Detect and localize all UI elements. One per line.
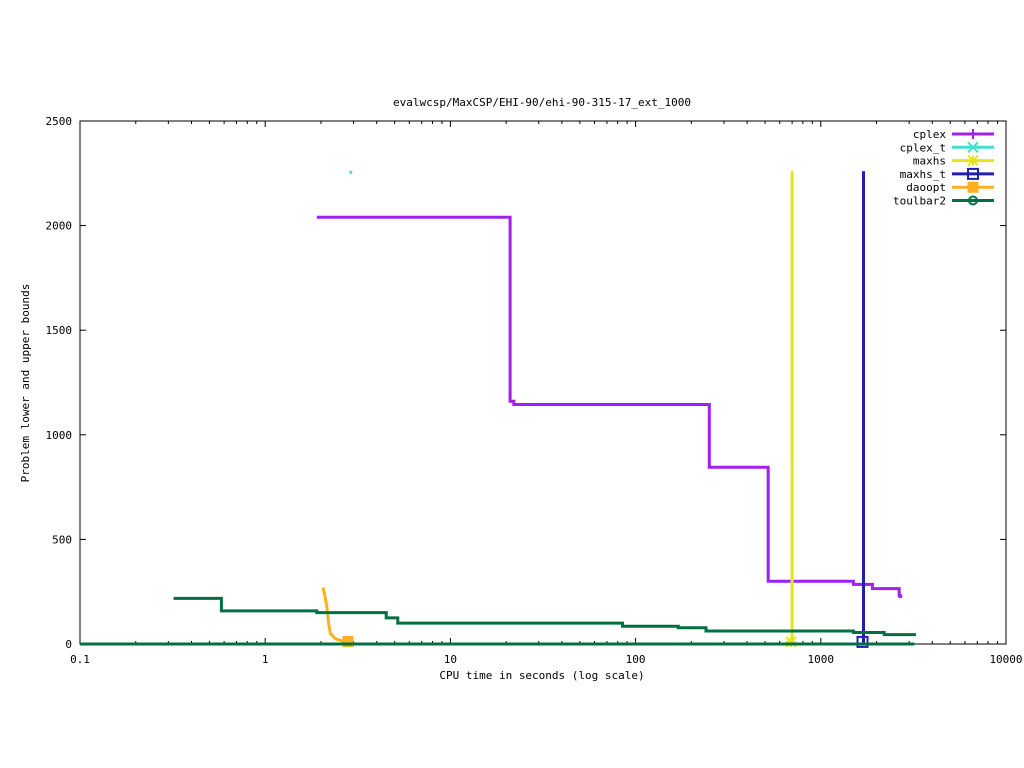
x-tick-label: 0.1 (70, 653, 90, 666)
legend-item-toulbar2: toulbar2 (893, 195, 994, 208)
legend-item-cplex-t: cplex_t (900, 141, 994, 154)
legend-item-maxhs: maxhs (913, 155, 994, 168)
legend-label-cplex: cplex (913, 128, 946, 141)
series-toulbar2 (80, 596, 916, 646)
x-axis-label: CPU time in seconds (log scale) (439, 669, 644, 682)
series-line-toulbar2 (173, 596, 916, 637)
legend-label-maxhs: maxhs (913, 155, 946, 168)
y-tick-label: 1500 (46, 324, 73, 337)
legend-item-daoopt: daoopt (906, 181, 994, 194)
plot-area-frame (79, 120, 1007, 645)
y-tick-label: 2500 (46, 115, 73, 128)
legend-label-toulbar2: toulbar2 (893, 195, 946, 208)
y-tick-label: 1000 (46, 429, 73, 442)
chart-title: evalwcsp/MaxCSP/EHI-90/ehi-90-315-17_ext… (393, 96, 691, 109)
y-tick-label: 0 (65, 638, 72, 651)
legend-label-daoopt: daoopt (906, 181, 946, 194)
legend-marker-toulbar2 (968, 195, 978, 206)
point-maxhs-t (856, 635, 869, 648)
legend-label-cplex-t: cplex_t (900, 141, 946, 154)
x-tick-label: 100 (626, 653, 646, 666)
x-tick-label: 10000 (989, 653, 1022, 666)
legend-marker-maxhs-t (967, 167, 979, 180)
x-tick-label: 1 (262, 653, 269, 666)
legend-marker-maxhs (967, 154, 979, 167)
series-cplex (316, 215, 903, 646)
series-line-cplex (316, 215, 903, 598)
legend-marker-cplex (968, 129, 978, 139)
legend-label-maxhs-t: maxhs_t (900, 168, 946, 181)
legend-marker-daoopt (967, 181, 979, 193)
legend-item-cplex: cplex (913, 128, 994, 141)
x-tick-label: 10 (444, 653, 457, 666)
x-tick-label: 1000 (808, 653, 835, 666)
legend-item-maxhs-t: maxhs_t (900, 167, 994, 181)
point-daoopt (342, 635, 354, 647)
series-line-daoopt (321, 587, 351, 644)
legend-marker-cplex-t (967, 141, 979, 154)
y-axis-label: Problem lower and upper bounds (19, 284, 32, 483)
y-tick-label: 500 (52, 533, 72, 546)
series-maxhs-t (856, 171, 869, 648)
y-tick-label: 2000 (46, 220, 73, 233)
axes: 0.1 1 10 100 1000 10000 0 500 1000 1500 2000 2500 (46, 115, 1023, 666)
series-layer (80, 170, 916, 648)
series-maxhs (785, 171, 797, 648)
